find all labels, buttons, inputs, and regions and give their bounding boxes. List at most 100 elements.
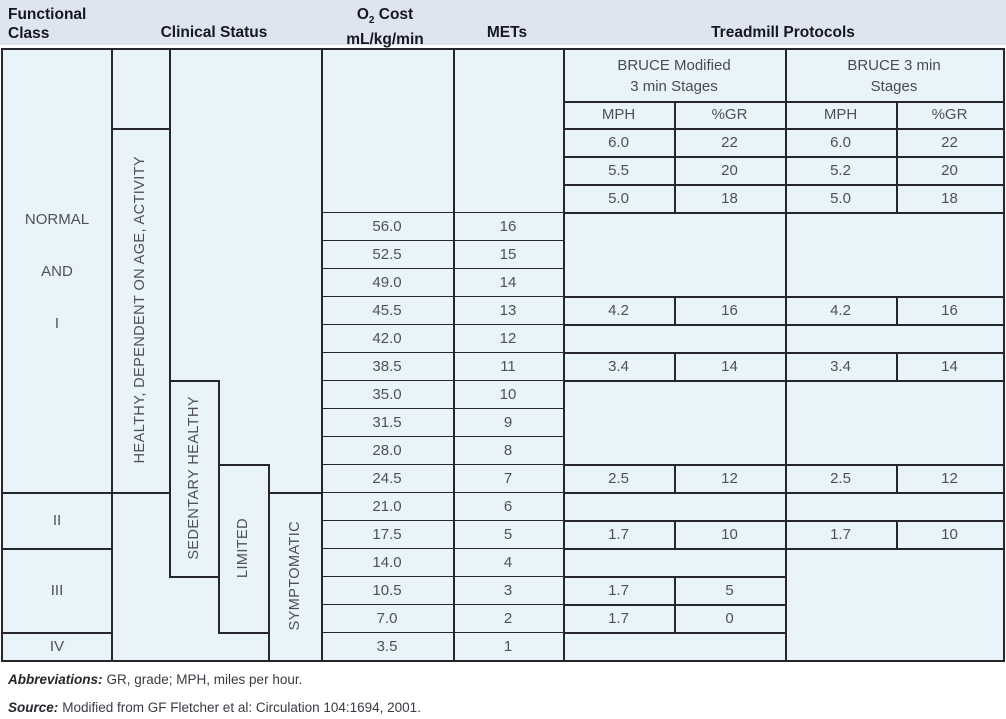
bruce-modified-title: BRUCE Modified 3 min Stages (563, 50, 785, 101)
grid-line-h (563, 520, 1003, 522)
bruce-modified-gr-cell: 5 (725, 581, 734, 599)
grid-line-v (453, 50, 455, 660)
mets-cell: 8 (453, 436, 563, 464)
bruce-modified-gr-cell: 18 (721, 189, 738, 207)
grid-line-h (218, 464, 268, 466)
column-header-clinical-status: Clinical Status (160, 24, 268, 41)
bruce-3min-mph-cell: 4.2 (830, 301, 851, 319)
bruce-3min-mph-header: MPH (823, 106, 858, 123)
bruce-modified-mph-cell: 1.7 (608, 581, 629, 599)
bruce-modified-mph-cell: 1.7 (608, 525, 629, 543)
o2-cost-header-line1: O2 Cost (318, 5, 452, 30)
mets-cell: 2 (453, 604, 563, 632)
grid-line-h (563, 380, 1003, 382)
o2-cost-cell: 49.0 (321, 268, 453, 296)
functional-class-cell-iii: III (3, 548, 111, 632)
o2-cost-cell: 24.5 (321, 464, 453, 492)
bruce-3min-mph-cell: 5.0 (830, 189, 851, 207)
o2-cost-cell: 52.5 (321, 240, 453, 268)
functional-class-ii: II (52, 511, 62, 529)
mets-cell: 7 (453, 464, 563, 492)
bruce-3min-mph-cell: 5.2 (830, 161, 851, 179)
clinical-status-limited-label: LIMITED (235, 518, 251, 578)
grid-line-v (896, 296, 898, 324)
grid-line-v (268, 464, 270, 660)
grid-line-h (563, 632, 785, 634)
grid-line-v (563, 50, 565, 660)
bruce-modified-mph-cell: 5.5 (608, 161, 629, 179)
o2-cost-cell: 28.0 (321, 436, 453, 464)
bruce-3min-title: BRUCE 3 min Stages (785, 50, 1003, 101)
bruce-modified-mph-header: MPH (601, 106, 636, 123)
grid-line-h (563, 548, 1003, 550)
bruce-modified-gr-cell: 12 (721, 469, 738, 487)
functional-class-and: AND (41, 262, 73, 280)
mets-column: 16 15 14 13 12 11 10 9 8 7 6 5 4 3 2 1 (453, 212, 563, 660)
grid-line-h (563, 296, 1003, 298)
functional-class-iv: IV (49, 637, 65, 655)
o2-cost-cell: 56.0 (321, 212, 453, 240)
column-header-functional-class: Functional Class (8, 5, 86, 43)
grid-line-v (218, 380, 220, 632)
grid-line-v (896, 352, 898, 380)
grid-line-v (674, 296, 676, 324)
mets-cell: 12 (453, 324, 563, 352)
bruce-3min-gr-cell: 18 (941, 189, 958, 207)
functional-class-iii: III (50, 581, 64, 599)
column-header-o2-cost: O2 Cost mL/kg/min (318, 5, 452, 49)
functional-class-header-line1: Functional (8, 6, 87, 23)
bruce-modified-gr-header: %GR (711, 106, 748, 123)
grid-line-v (674, 464, 676, 492)
clinical-status-sedentary-label: SEDENTARY HEALTHY (185, 396, 202, 560)
grid-line-h (268, 492, 321, 494)
clinical-status-healthy-label: HEALTHY, DEPENDENT ON AGE, ACTIVITY (132, 156, 148, 464)
bruce-3min-gr-cell: 12 (941, 469, 958, 487)
grid-line-h (563, 156, 1003, 158)
table-header-band: Functional Class Clinical Status O2 Cost… (0, 0, 1006, 48)
column-header-mets: METs (486, 24, 528, 41)
grid-line-v (896, 520, 898, 548)
functional-class-cell-normal-i: NORMAL AND I (3, 50, 111, 492)
bruce-3min-title-line1: BRUCE 3 min (847, 56, 941, 74)
column-header-treadmill-protocols: Treadmill Protocols (711, 24, 855, 41)
grid-line-h (111, 128, 169, 130)
bruce-3min-gr-cell: 20 (941, 161, 958, 179)
grid-line-h (563, 492, 1003, 494)
bruce-3min-gr-cell: 22 (941, 133, 958, 151)
grid-line-h (3, 492, 169, 494)
bruce-modified-gr-cell: 20 (721, 161, 738, 179)
source-footnote: Source: Modified from GF Fletcher et al: … (8, 700, 421, 715)
grid-line-h (3, 632, 111, 634)
grid-line-h (563, 464, 1003, 466)
o2-cost-cell: 35.0 (321, 380, 453, 408)
grid-line-v (674, 352, 676, 380)
bruce-modified-mph-cell: 1.7 (608, 609, 629, 627)
abbreviations-footnote: Abbreviations: GR, grade; MPH, miles per … (8, 672, 302, 687)
mets-cell: 14 (453, 268, 563, 296)
mets-cell: 5 (453, 520, 563, 548)
bruce-modified-gr-cell: 0 (725, 609, 734, 627)
grid-line-h (3, 548, 111, 550)
clinical-status-limited-cell: LIMITED (218, 464, 268, 632)
bruce-modified-mph-cell: 3.4 (608, 357, 629, 375)
mets-cell: 4 (453, 548, 563, 576)
o2-cost-cell: 10.5 (321, 576, 453, 604)
o2-cost-cell: 21.0 (321, 492, 453, 520)
grid-line-h (218, 632, 268, 634)
bruce-modified-title-line2: 3 min Stages (630, 77, 718, 95)
grid-line-h (169, 576, 218, 578)
mets-cell: 6 (453, 492, 563, 520)
functional-class-cell-ii: II (3, 492, 111, 548)
bruce-3min-title-line2: Stages (870, 77, 918, 95)
grid-line-h (563, 576, 785, 578)
bruce-modified-mph-cell: 6.0 (608, 133, 629, 151)
mets-cell: 11 (453, 352, 563, 380)
mets-cell: 3 (453, 576, 563, 604)
bruce-modified-gr-cell: 16 (721, 301, 738, 319)
clinical-status-healthy-cell: HEALTHY, DEPENDENT ON AGE, ACTIVITY (111, 128, 169, 492)
bruce-3min-mph-cell: 2.5 (830, 469, 851, 487)
bruce-modified-mph-cell: 5.0 (608, 189, 629, 207)
mets-cell: 1 (453, 632, 563, 660)
abbreviations-text: GR, grade; MPH, miles per hour. (106, 672, 303, 687)
